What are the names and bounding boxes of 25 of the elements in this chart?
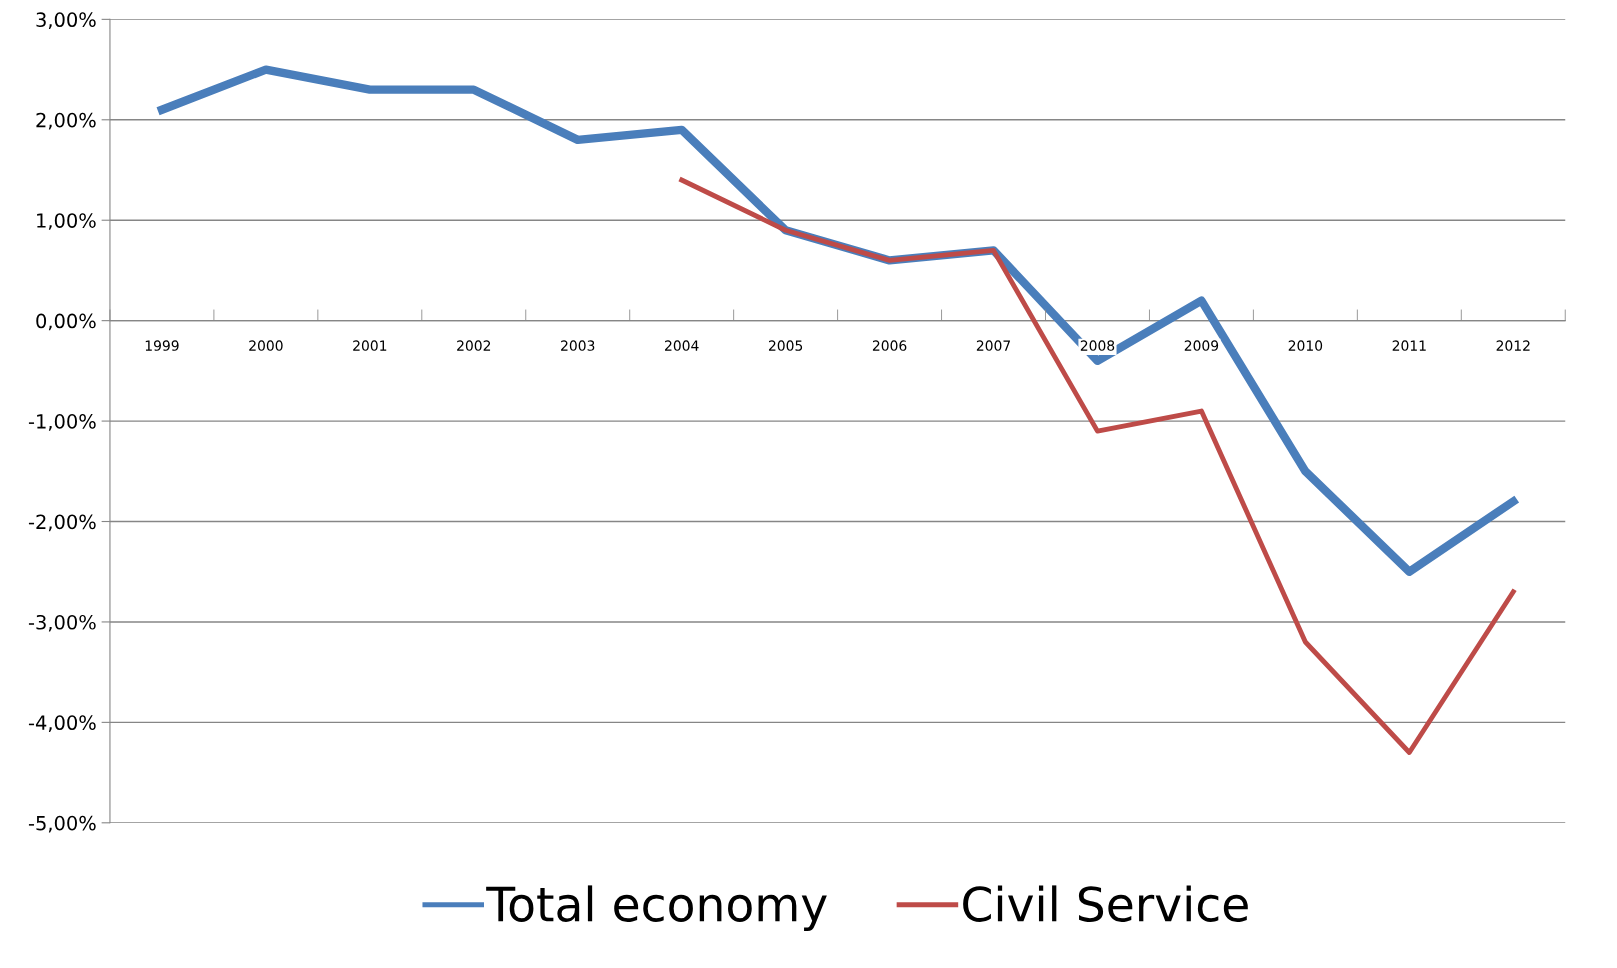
x-tick-label: 2003 (561, 340, 595, 351)
legend-label: Civil Service (963, 885, 1248, 922)
x-tick-label: 2002 (457, 340, 491, 351)
x-tick-label: 2006 (872, 340, 907, 351)
x-tick-label: 2009 (1184, 340, 1219, 351)
y-tick-label: 1,00% (37, 213, 96, 230)
x-tick-label: 2004 (665, 340, 699, 351)
y-tick-label: 3,00% (36, 12, 96, 30)
y-tick-label: -1,00% (28, 414, 96, 431)
y-tick-label: -5,00% (28, 815, 96, 833)
x-tick-label: 2012 (1496, 340, 1530, 351)
x-tick-label: 2001 (353, 340, 387, 351)
x-tick-label: 2008 (1080, 340, 1115, 351)
x-tick-label: 2010 (1288, 340, 1323, 351)
x-tick-label: 2011 (1392, 340, 1426, 351)
x-tick-label: 1999 (145, 340, 179, 351)
y-tick-label: -3,00% (28, 614, 96, 632)
y-tick-label: 0,00% (36, 313, 96, 331)
x-tick-label: 2007 (976, 340, 1011, 351)
y-tick-label: -4,00% (28, 715, 96, 733)
x-tick-label: 2000 (249, 340, 283, 351)
legend-label: Total economy (486, 885, 827, 932)
x-tick-label: 2005 (768, 340, 803, 351)
y-tick-label: 2,00% (36, 112, 96, 130)
y-tick-label: -2,00% (28, 514, 96, 532)
